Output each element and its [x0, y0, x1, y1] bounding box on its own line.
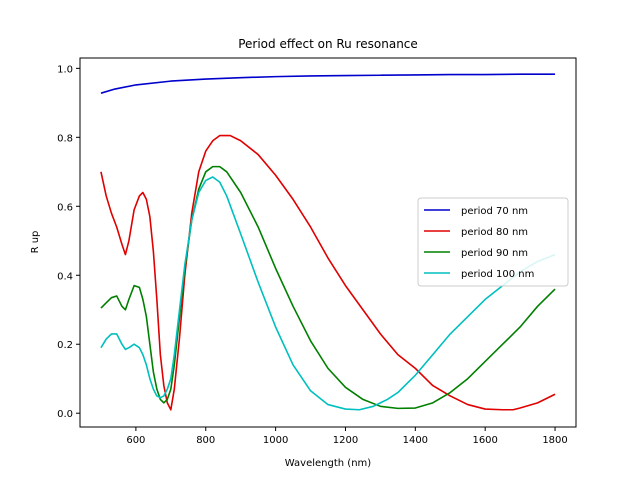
legend-box: [417, 197, 569, 287]
chart-title: Period effect on Ru resonance: [238, 37, 418, 51]
y-tick-label: 0.8: [57, 133, 73, 144]
x-tick-label: 600: [126, 435, 145, 446]
legend-label: period 100 nm: [461, 269, 534, 280]
y-tick-label: 1.0: [57, 64, 73, 75]
x-tick-label: 1200: [333, 435, 358, 446]
plot-frame: [79, 57, 577, 428]
x-tick-label: 800: [196, 435, 215, 446]
y-tick-label: 0.6: [57, 202, 73, 213]
legend-label: period 80 nm: [461, 227, 528, 238]
y-tick-label: 0.2: [57, 340, 73, 351]
x-tick-label: 1800: [542, 435, 567, 446]
legend-label: period 70 nm: [461, 206, 528, 217]
x-tick-label: 1000: [263, 435, 288, 446]
series-line-1: [100, 73, 556, 94]
series-line-4: [100, 176, 556, 411]
legend-label: period 90 nm: [461, 248, 528, 259]
x-axis-label: Wavelength (nm): [285, 458, 371, 469]
y-tick-label: 0.0: [57, 409, 73, 420]
x-tick-label: 1400: [403, 435, 428, 446]
y-tick-label: 0.4: [57, 271, 73, 282]
x-tick-label: 1600: [472, 435, 497, 446]
series-line-3: [100, 165, 556, 410]
plot-area: [100, 73, 556, 411]
legend: period 70 nm period 80 nm period 90 nm peri…: [417, 197, 569, 287]
axis-ticks: 600 800 1000 1200 1400 1600 1800 0.0 0.2 0.4 0.6 0.…: [57, 64, 568, 446]
series-line-2: [100, 134, 556, 411]
y-axis-label: R up: [30, 231, 41, 254]
